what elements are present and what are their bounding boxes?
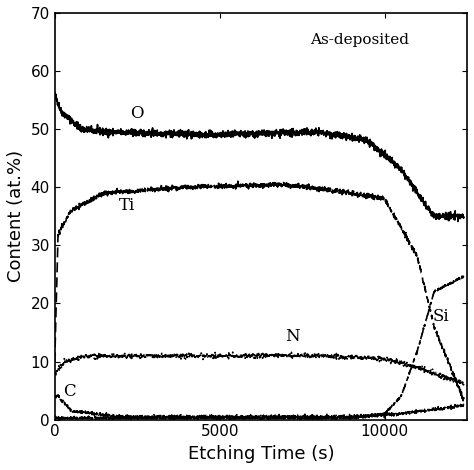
C	[251, 413, 256, 419]
Y-axis label: Content (at.%): Content (at.%)	[7, 150, 25, 282]
C	[240, 414, 246, 419]
O	[449, 214, 455, 220]
C	[285, 417, 291, 423]
C	[374, 414, 380, 420]
Line: C: C	[55, 394, 464, 420]
C	[52, 394, 57, 400]
O	[455, 219, 461, 224]
N	[240, 352, 246, 357]
Line: O: O	[55, 93, 464, 221]
Text: O: O	[130, 104, 144, 122]
Line: N: N	[55, 352, 464, 385]
X-axis label: Etching Time (s): Etching Time (s)	[188, 445, 334, 463]
O	[240, 130, 246, 135]
Ti	[374, 195, 380, 200]
C	[461, 401, 466, 407]
O	[251, 132, 256, 138]
O	[449, 213, 455, 219]
O	[53, 90, 58, 96]
O	[73, 123, 79, 129]
Ti	[449, 369, 455, 375]
Si	[57, 417, 63, 423]
N	[374, 358, 380, 363]
N	[256, 349, 262, 355]
Si	[73, 416, 79, 422]
Text: Ti: Ti	[119, 197, 136, 214]
Si	[449, 278, 455, 284]
Text: N: N	[285, 328, 300, 345]
N	[52, 371, 57, 377]
O	[52, 91, 57, 96]
Ti	[52, 360, 57, 365]
Ti	[73, 206, 79, 212]
N	[449, 376, 455, 382]
Si	[374, 413, 380, 418]
Ti	[449, 367, 455, 372]
Ti	[460, 398, 466, 404]
Ti	[251, 180, 256, 186]
Text: As-deposited: As-deposited	[310, 33, 410, 47]
O	[461, 215, 466, 220]
Ti	[240, 184, 246, 189]
Text: Si: Si	[432, 308, 449, 325]
Text: C: C	[63, 384, 76, 400]
Ti	[461, 397, 466, 402]
C	[449, 404, 455, 409]
C	[55, 392, 61, 397]
Si	[461, 273, 466, 279]
C	[449, 406, 455, 411]
C	[73, 408, 79, 414]
Si	[251, 414, 256, 420]
N	[461, 382, 466, 388]
N	[449, 376, 455, 381]
N	[73, 354, 79, 360]
N	[251, 354, 256, 360]
Line: Si: Si	[55, 276, 464, 420]
O	[374, 146, 380, 151]
Si	[52, 415, 57, 421]
Si	[449, 279, 455, 284]
Line: Ti: Ti	[55, 181, 464, 401]
Si	[240, 414, 246, 420]
Ti	[235, 178, 241, 184]
